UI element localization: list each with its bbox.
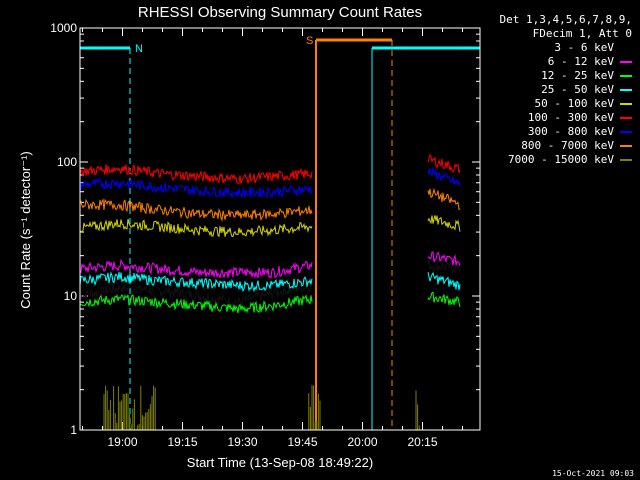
series-line — [427, 251, 461, 266]
series-line — [427, 271, 461, 291]
series-line — [427, 187, 461, 211]
legend-swatch — [620, 145, 632, 147]
x-tick-label: 19:15 — [168, 435, 198, 449]
series-300-800-kev — [79, 167, 461, 199]
legend-swatch — [620, 89, 632, 91]
series-line — [79, 281, 313, 307]
legend-label: 6 - 12 keV — [547, 55, 614, 68]
chart-title: RHESSI Observing Summary Count Rates — [138, 4, 422, 21]
legend-item: 100 - 300 keV — [528, 111, 632, 124]
series-line — [427, 215, 461, 232]
series-line — [79, 163, 313, 184]
series-line — [427, 167, 461, 187]
legend-swatch — [620, 61, 632, 63]
y-tick-label: 100 — [57, 155, 77, 169]
y-tick-label: 1000 — [50, 21, 77, 35]
legend-label: 3 - 6 keV — [554, 41, 614, 54]
series-6-12-kev — [79, 251, 461, 279]
legend-swatch — [620, 131, 632, 133]
legend-item: 50 - 100 keV — [535, 97, 632, 110]
legend-label: 12 - 25 keV — [541, 69, 614, 82]
x-tick-label: 19:30 — [228, 435, 258, 449]
legend-label: 300 - 800 keV — [527, 125, 614, 138]
x-tick-label: 20:00 — [348, 435, 378, 449]
series-100-300-kev — [79, 153, 461, 184]
legend-swatch — [620, 103, 632, 105]
series-25-50-kev — [79, 271, 461, 293]
y-axis-label: Count Rate (s⁻¹ detector⁻¹) — [18, 151, 33, 309]
legend-swatch — [620, 117, 632, 119]
night-label: N — [135, 43, 143, 55]
series-line — [427, 153, 461, 174]
series-line — [79, 198, 313, 222]
x-tick-label: 19:45 — [288, 435, 318, 449]
x-axis-label: Start Time (13-Sep-08 18:49:22) — [187, 455, 373, 470]
series-7000-15000-kev — [103, 384, 420, 430]
legend-item: 7000 - 15000 keV — [508, 153, 632, 166]
series-line — [427, 261, 461, 274]
series-line — [79, 218, 313, 238]
series-line — [427, 291, 461, 308]
legend-item: 25 - 50 keV — [541, 83, 632, 96]
legend-header-line-2: FDecim 1, Att 0 — [532, 27, 632, 40]
legend-item: 800 - 7000 keV — [521, 139, 632, 152]
series-line — [79, 178, 313, 199]
series-50-100-kev — [79, 215, 461, 238]
series-3-6-kev — [79, 261, 461, 307]
legend-swatch — [620, 47, 632, 49]
legend-label: 800 - 7000 keV — [521, 139, 614, 152]
y-tick-label: 1 — [70, 423, 77, 437]
legend-label: 7000 - 15000 keV — [508, 153, 614, 166]
legend-label: 25 - 50 keV — [541, 83, 614, 96]
series-line — [79, 293, 313, 314]
series-line — [79, 271, 313, 293]
x-tick-label: 19:00 — [108, 435, 138, 449]
series-12-25-kev — [79, 291, 461, 314]
saa-label: S — [306, 35, 313, 47]
series-line — [79, 258, 313, 279]
legend-header-line-1: Det 1,3,4,5,6,7,8,9, — [499, 13, 632, 26]
legend-label: 50 - 100 keV — [534, 97, 614, 110]
legend-item: 12 - 25 keV — [541, 69, 632, 82]
x-tick-label: 20:15 — [408, 435, 438, 449]
legend-swatch — [620, 159, 632, 161]
legend-swatch — [620, 75, 632, 77]
legend-item: 300 - 800 keV — [528, 125, 632, 138]
y-tick-label: 10 — [64, 289, 78, 303]
timestamp: 15-Oct-2021 09:03 — [552, 469, 634, 478]
series-800-7000-kev — [79, 187, 461, 222]
plot-frame — [79, 27, 481, 431]
legend-item: 3 - 6 keV — [554, 41, 632, 54]
legend-label: 100 - 300 keV — [527, 111, 614, 124]
legend-item: 6 - 12 keV — [548, 55, 632, 68]
